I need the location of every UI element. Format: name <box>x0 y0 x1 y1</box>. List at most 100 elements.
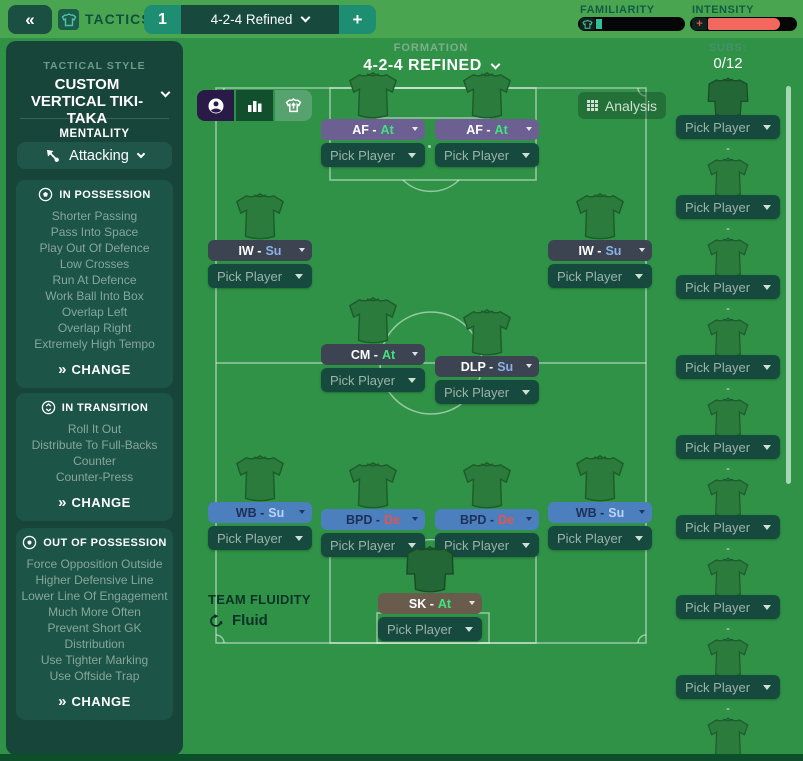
chevron-down-icon <box>490 59 501 69</box>
sub-player-name: - <box>726 301 730 315</box>
player-shirt-icon[interactable] <box>231 452 289 506</box>
stats-view-button[interactable] <box>236 90 273 121</box>
pick-player-dropdown[interactable]: Pick Player <box>676 515 780 539</box>
pick-player-dropdown[interactable]: Pick Player <box>676 595 780 619</box>
role-dropdown[interactable]: AF - At <box>321 119 425 140</box>
player-shirt-icon[interactable] <box>458 69 516 123</box>
sub-slot: Pick Player - <box>660 315 796 395</box>
in-possession-panel: IN POSSESSION Shorter Passing Pass Into … <box>16 180 173 388</box>
out-of-possession-change-button[interactable]: » CHANGE <box>20 693 169 710</box>
role-dropdown[interactable]: DLP - Su <box>435 356 539 377</box>
mentality-label: MENTALITY <box>59 128 130 140</box>
role-dropdown[interactable]: IW - Su <box>208 240 312 261</box>
out-of-possession-title: OUT OF POSSESSION <box>43 536 167 549</box>
player-shirt-icon[interactable] <box>571 452 629 506</box>
player-shirt-icon[interactable] <box>344 294 402 348</box>
pick-player-label: Pick Player <box>330 147 396 163</box>
player-view-button[interactable] <box>197 90 234 121</box>
link-dot <box>428 145 431 148</box>
role-label: BPD - <box>345 512 381 527</box>
tactic-name-dropdown[interactable]: 4-2-4 Refined <box>181 5 339 34</box>
bar-chart-icon <box>247 100 261 112</box>
instruction-item: Shorter Passing <box>51 209 138 223</box>
formation-label: FORMATION <box>393 42 469 54</box>
instruction-item: Work Ball Into Box <box>45 289 144 303</box>
sub-player-name: - <box>726 621 730 635</box>
kit-view-button[interactable] <box>275 90 312 121</box>
tactical-style-dropdown[interactable]: CUSTOM VERTICAL TIKI-TAKA <box>30 76 144 127</box>
role-dropdown[interactable]: WB - Su <box>208 502 312 523</box>
sub-slot: Pick Player - <box>660 475 796 555</box>
dropdown-arrow-icon <box>635 535 643 541</box>
pick-player-dropdown[interactable]: Pick Player <box>548 264 652 288</box>
dropdown-arrow-icon <box>763 124 771 130</box>
pick-player-dropdown[interactable]: Pick Player <box>548 526 652 550</box>
role-label: BPD - <box>459 512 495 527</box>
pick-player-label: Pick Player <box>217 268 283 284</box>
add-tactic-button[interactable]: + <box>339 5 376 34</box>
instruction-item: Play Out Of Defence <box>39 241 150 255</box>
familiarity-fill <box>596 19 602 29</box>
dropdown-arrow-icon <box>295 535 303 541</box>
player-shirt-icon[interactable] <box>571 190 629 244</box>
role-dropdown[interactable]: AF - At <box>435 119 539 140</box>
pick-player-label: Pick Player <box>330 372 396 388</box>
goalkeeper-shirt-icon[interactable] <box>401 543 459 597</box>
pick-player-label: Pick Player <box>685 279 751 295</box>
role-dropdown[interactable]: CM - At <box>321 344 425 365</box>
instruction-item: Counter-Press <box>55 470 134 484</box>
in-transition-change-button[interactable]: » CHANGE <box>20 494 169 511</box>
role-dropdown[interactable]: BPD - De <box>435 509 539 530</box>
pick-player-dropdown[interactable]: Pick Player <box>208 526 312 550</box>
dropdown-arrow-icon <box>763 284 771 290</box>
top-bar: « TACTICS 1 4-2-4 Refined + FAMILIARITY … <box>0 0 803 38</box>
pick-player-dropdown[interactable]: Pick Player <box>208 264 312 288</box>
tactic-selector: 1 4-2-4 Refined + <box>144 5 376 34</box>
subs-scrollbar[interactable] <box>786 86 791 484</box>
duty-label: At <box>381 347 396 362</box>
back-label: « <box>25 9 35 29</box>
pick-player-dropdown[interactable]: Pick Player <box>676 355 780 379</box>
pick-player-dropdown[interactable]: Pick Player <box>378 617 482 641</box>
formation-dropdown[interactable]: 4-2-4 REFINED <box>203 57 659 75</box>
player-shirt-icon[interactable] <box>344 69 402 123</box>
double-chevron-icon: » <box>58 361 66 378</box>
pick-player-dropdown[interactable]: Pick Player <box>676 435 780 459</box>
dropdown-arrow-icon <box>763 524 771 530</box>
pick-player-label: Pick Player <box>685 439 751 455</box>
pick-player-dropdown[interactable]: Pick Player <box>676 115 780 139</box>
intensity-label: INTENSITY <box>692 4 754 16</box>
role-dropdown[interactable]: WB - Su <box>548 502 652 523</box>
role-dropdown[interactable]: IW - Su <box>548 240 652 261</box>
bottom-strip <box>0 754 803 761</box>
instruction-item: Much More Often <box>48 605 141 619</box>
pick-player-dropdown[interactable]: Pick Player <box>321 143 425 167</box>
pick-player-dropdown[interactable]: Pick Player <box>435 143 539 167</box>
duty-label: At <box>494 122 508 137</box>
dropdown-arrow-icon <box>763 204 771 210</box>
grid-icon <box>586 100 598 111</box>
pick-player-dropdown[interactable]: Pick Player <box>676 275 780 299</box>
tactic-slot-button[interactable]: 1 <box>144 5 181 34</box>
back-button[interactable]: « <box>8 5 52 34</box>
analysis-button[interactable]: Analysis <box>578 92 666 119</box>
player-shirt-icon[interactable] <box>458 306 516 360</box>
intensity-plus-icon: + <box>692 18 707 30</box>
pick-player-dropdown[interactable]: Pick Player <box>676 195 780 219</box>
mentality-dropdown[interactable]: Attacking <box>17 142 172 169</box>
player-shirt-icon[interactable] <box>231 190 289 244</box>
in-transition-panel: IN TRANSITION Roll It Out Distribute To … <box>16 393 173 521</box>
pick-player-dropdown[interactable]: Pick Player <box>321 368 425 392</box>
pick-player-dropdown[interactable]: Pick Player <box>676 675 780 699</box>
duty-label: Su <box>497 359 514 374</box>
subs-label: SUBS: <box>708 42 748 54</box>
football-icon <box>39 187 53 202</box>
dropdown-arrow-icon <box>522 542 530 548</box>
role-dropdown[interactable]: BPD - De <box>321 509 425 530</box>
double-chevron-icon: » <box>58 693 66 710</box>
role-dropdown[interactable]: SK - At <box>378 593 482 614</box>
pick-player-dropdown[interactable]: Pick Player <box>435 380 539 404</box>
player-shirt-icon[interactable] <box>458 459 516 513</box>
player-shirt-icon[interactable] <box>344 459 402 513</box>
in-possession-change-button[interactable]: » CHANGE <box>20 361 169 378</box>
